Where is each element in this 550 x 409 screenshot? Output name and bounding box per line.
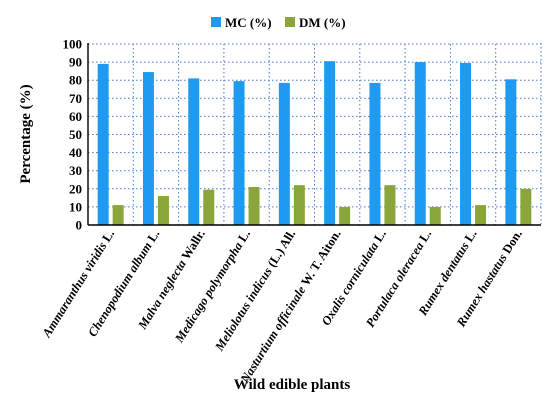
bar-dm bbox=[203, 189, 215, 225]
legend: MC (%) DM (%) bbox=[211, 15, 346, 30]
y-axis-title: Percentage (%) bbox=[18, 84, 34, 183]
bar-mc bbox=[188, 78, 200, 225]
bar-dm bbox=[520, 188, 532, 225]
bar-dm bbox=[112, 205, 124, 225]
bar-mc bbox=[505, 79, 517, 225]
y-tick-label: 50 bbox=[69, 127, 82, 142]
y-tick-label: 60 bbox=[69, 109, 82, 124]
y-tick-label: 90 bbox=[69, 55, 82, 70]
legend-label-dm: DM (%) bbox=[299, 15, 346, 30]
y-tick-label: 80 bbox=[69, 73, 82, 88]
bar-dm bbox=[429, 206, 441, 225]
y-tick-label: 10 bbox=[69, 199, 82, 214]
y-tick-label: 0 bbox=[76, 218, 83, 233]
bar-mc bbox=[414, 62, 426, 225]
bar-dm bbox=[248, 186, 260, 225]
bar-mc bbox=[460, 63, 472, 225]
y-tick-label: 70 bbox=[69, 91, 82, 106]
legend-swatch-mc bbox=[211, 17, 221, 27]
legend-label-mc: MC (%) bbox=[225, 15, 272, 30]
y-tick-label: 20 bbox=[69, 181, 82, 196]
x-tick-label: Meliolotus indicus (L.) All. bbox=[212, 227, 299, 354]
bar-mc bbox=[324, 61, 336, 225]
bar-mc bbox=[278, 82, 290, 225]
y-tick-label: 40 bbox=[69, 145, 82, 160]
bar-dm bbox=[293, 185, 305, 225]
bar-mc bbox=[97, 63, 109, 225]
y-tick-label: 100 bbox=[63, 37, 83, 52]
y-tick-label: 30 bbox=[69, 163, 82, 178]
bar-mc bbox=[142, 72, 154, 226]
x-axis-title: Wild edible plants bbox=[234, 377, 351, 393]
bar-dm bbox=[475, 205, 487, 225]
bar-dm bbox=[384, 185, 396, 225]
bar-mc bbox=[369, 82, 381, 225]
bar-dm bbox=[339, 206, 351, 225]
legend-swatch-dm bbox=[285, 17, 295, 27]
bar-dm bbox=[157, 196, 169, 225]
bar-mc bbox=[233, 81, 245, 225]
